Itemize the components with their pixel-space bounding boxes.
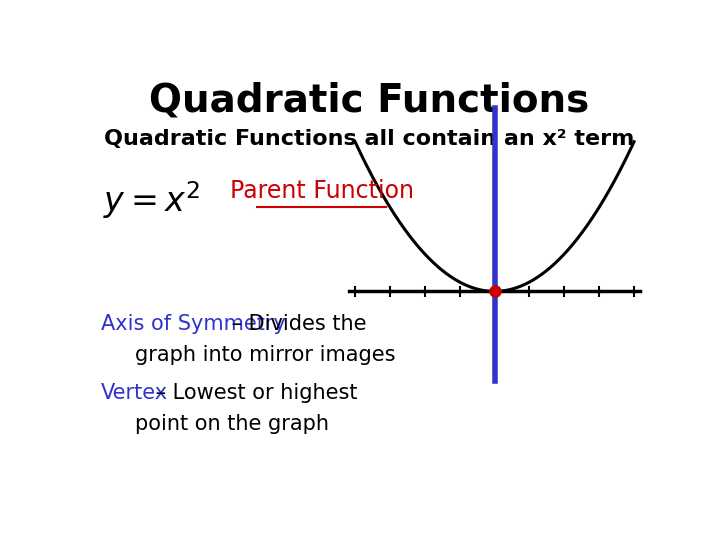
Text: – Divides the: – Divides the — [225, 314, 366, 334]
Text: Vertex: Vertex — [101, 383, 168, 403]
Text: point on the graph: point on the graph — [135, 414, 328, 434]
Text: Axis of Symmetry: Axis of Symmetry — [101, 314, 286, 334]
Text: Quadratic Functions: Quadratic Functions — [149, 82, 589, 119]
Text: Quadratic Functions all contain an x² term: Quadratic Functions all contain an x² te… — [104, 129, 634, 149]
Text: – Lowest or highest: – Lowest or highest — [148, 383, 357, 403]
Text: Parent Function: Parent Function — [230, 179, 413, 203]
Text: graph into mirror images: graph into mirror images — [135, 346, 395, 366]
Text: $y = x^2$: $y = x^2$ — [103, 179, 200, 221]
